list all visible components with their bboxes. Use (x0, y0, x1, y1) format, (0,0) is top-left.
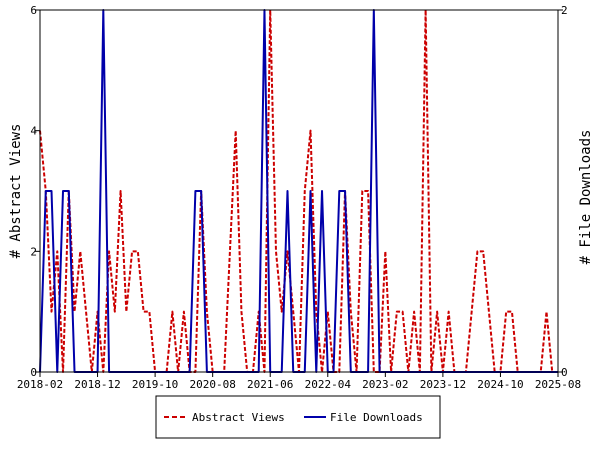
y-left-tick-label: 6 (30, 4, 37, 17)
y-axis-left: 0 2 4 6 (30, 4, 40, 379)
x-tick-label: 2023-02 (362, 378, 408, 391)
series-layer (39, 9, 558, 373)
legend-label-file-downloads: File Downloads (330, 411, 423, 424)
y-right-tick-label: 2 (561, 4, 568, 17)
y-axis-left-title: # Abstract Views (8, 124, 24, 259)
x-tick-label: 2024-10 (477, 378, 523, 391)
series-line-abstract-views (39, 9, 558, 373)
x-tick-label: 2020-08 (189, 378, 235, 391)
y-axis-right: 02 (558, 4, 568, 379)
x-tick-label: 2025-08 (535, 378, 581, 391)
y-left-tick-label: 4 (30, 125, 37, 138)
x-tick-label: 2023-12 (420, 378, 466, 391)
plot-frame (39, 9, 559, 373)
y-right-tick-label: 0 (561, 366, 568, 379)
legend-label-abstract-views: Abstract Views (192, 411, 285, 424)
series-line-file-downloads (39, 9, 558, 373)
legend-frame (155, 395, 441, 439)
x-tick-label: 2018-12 (74, 378, 120, 391)
x-tick-label: 2019-10 (132, 378, 178, 391)
y-axis-right-title: # File Downloads (578, 130, 594, 265)
x-axis: 2018-02 2018-12 2019-10 2020-08 2021-06 2022-… (17, 372, 581, 391)
legend: Abstract Views File Downloads (155, 395, 441, 439)
y-left-tick-label: 2 (30, 245, 37, 258)
x-tick-label: 2021-06 (247, 378, 293, 391)
x-tick-label: 2018-02 (17, 378, 63, 391)
y-left-tick-label: 0 (30, 366, 37, 379)
x-tick-label: 2022-04 (305, 378, 352, 391)
